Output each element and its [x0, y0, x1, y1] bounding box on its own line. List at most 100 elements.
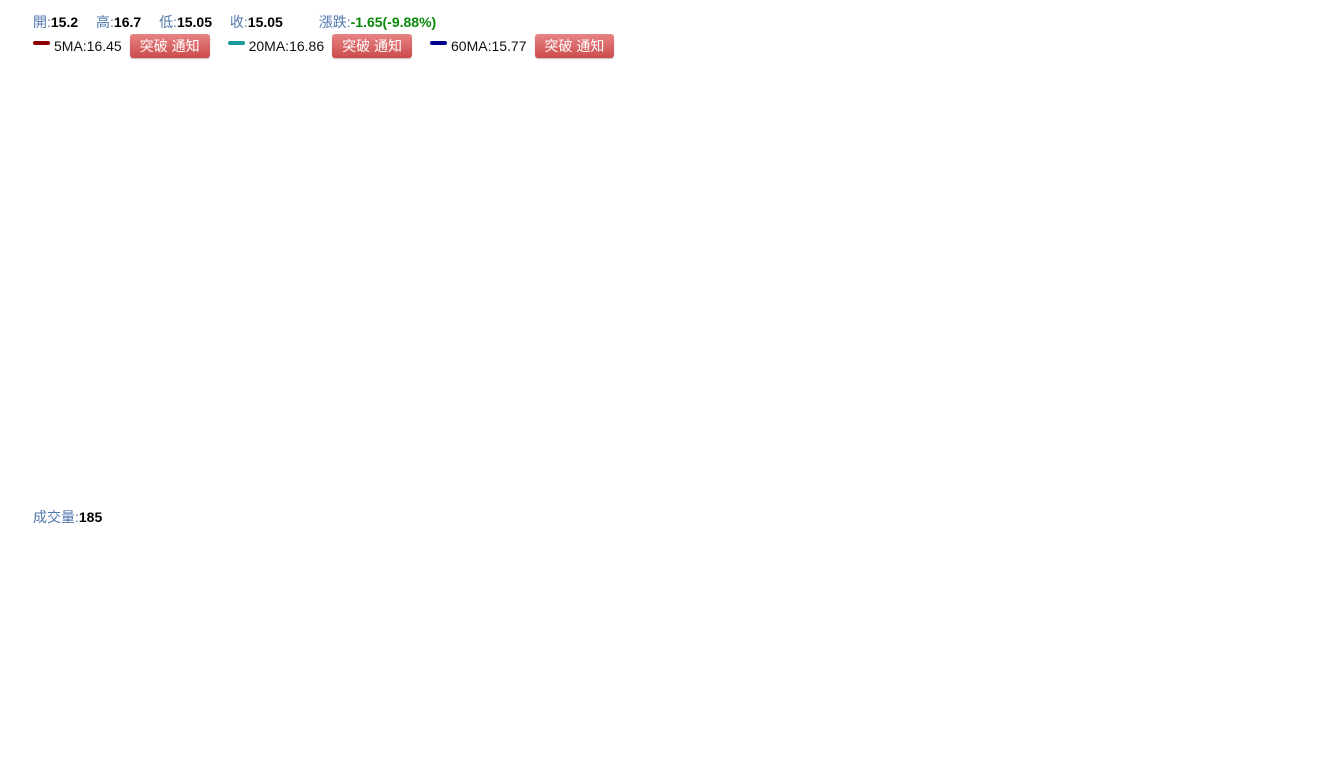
- candle: [348, 273, 358, 290]
- candle: [712, 308, 722, 350]
- volume-bar: [148, 715, 155, 752]
- candle-body: [423, 318, 433, 338]
- candle-body: [159, 239, 169, 247]
- volume-bar: [1104, 747, 1111, 752]
- volume-baseline-tick: [627, 751, 631, 752]
- price-tick-label: 16: [1307, 264, 1321, 279]
- volume-baseline-tick: [351, 751, 355, 752]
- ma60-breakout-alert-button[interactable]: 突破 通知: [534, 34, 615, 58]
- volume-bar: [1041, 736, 1048, 752]
- candle-body: [750, 347, 760, 350]
- volume-bar: [814, 747, 821, 752]
- volume-baseline-tick: [112, 751, 116, 752]
- volume-baseline-tick: [766, 751, 770, 752]
- volume-baseline-tick: [225, 751, 229, 752]
- candle: [612, 422, 622, 425]
- price-tick-label: 18: [1307, 159, 1321, 174]
- quote-summary: 開:15.2 高:16.7 低:15.05 收:15.05 漲跌:-1.65(-…: [33, 12, 450, 32]
- candle-body: [964, 131, 974, 168]
- volume-baseline-tick: [992, 751, 996, 752]
- volume-bar: [613, 749, 620, 752]
- high-label: 高:: [96, 14, 114, 30]
- price-tick-label: 12: [1307, 472, 1321, 487]
- candle-body: [247, 222, 257, 226]
- candle: [1152, 208, 1162, 294]
- candle-body: [838, 323, 848, 338]
- candle-body: [587, 414, 597, 419]
- candle-body: [486, 357, 496, 369]
- candle: [637, 359, 647, 375]
- candle: [1228, 228, 1238, 231]
- candle-body: [1089, 198, 1099, 210]
- volume-header: 成交量:185: [33, 507, 102, 527]
- volume-bar: [739, 747, 746, 752]
- volume-bar: [701, 732, 708, 752]
- candle: [1127, 196, 1137, 235]
- volume-bar: [689, 746, 696, 752]
- candle: [247, 222, 257, 226]
- volume-bar: [475, 733, 482, 752]
- volume-bar: [965, 724, 972, 752]
- ma5-breakout-alert-button[interactable]: 突破 通知: [129, 34, 210, 58]
- volume-baseline-tick: [1256, 751, 1260, 752]
- ma60-swatch: [430, 41, 447, 45]
- candle-body: [1102, 219, 1112, 223]
- volume-baseline-tick: [238, 751, 242, 752]
- candle-body: [436, 326, 446, 338]
- candle-body: [1064, 224, 1074, 228]
- volume-bar: [324, 746, 331, 752]
- volume-baseline-tick: [489, 751, 493, 752]
- volume-baseline-tick: [1155, 751, 1159, 752]
- volume-baseline-tick: [967, 751, 971, 752]
- candle: [750, 347, 760, 374]
- volume-baseline-tick: [1042, 751, 1046, 752]
- candle-body: [813, 339, 823, 342]
- candle-body: [1240, 229, 1250, 234]
- volume-baseline-tick: [502, 751, 506, 752]
- candle-body: [461, 337, 471, 356]
- candle-body: [725, 367, 735, 379]
- volume-tick-label: 0: [1307, 745, 1314, 760]
- volume-baseline-tick: [828, 751, 832, 752]
- candle-body: [59, 188, 69, 231]
- candle: [298, 253, 308, 286]
- candle: [461, 334, 471, 365]
- volume-bars: [23, 558, 1274, 752]
- candle-body: [398, 308, 408, 317]
- change-label: 漲跌:: [318, 14, 351, 30]
- volume-baseline-tick: [414, 751, 418, 752]
- volume-bar: [1154, 737, 1161, 752]
- candle-body: [939, 117, 949, 159]
- volume-bar: [249, 749, 256, 752]
- volume-baseline-tick: [1180, 751, 1184, 752]
- candles: [21, 117, 1275, 447]
- candle-body: [574, 418, 584, 447]
- candle-body: [411, 316, 421, 320]
- candle-body: [775, 337, 785, 345]
- candle: [763, 347, 773, 350]
- volume-baseline-tick: [62, 751, 66, 752]
- candle: [1102, 219, 1112, 233]
- volume-bar: [23, 724, 29, 752]
- candle: [1177, 222, 1187, 225]
- volume-baseline-tick: [514, 751, 518, 752]
- volume-baseline-tick: [678, 751, 682, 752]
- candle: [800, 323, 810, 361]
- candle: [134, 234, 144, 237]
- candle: [386, 283, 396, 312]
- volume-bar: [211, 743, 218, 752]
- candle: [1027, 193, 1037, 228]
- candle-body: [888, 243, 898, 322]
- volume-bar: [940, 724, 947, 752]
- candle: [725, 347, 735, 379]
- high-value: 16.7: [113, 14, 142, 30]
- candle: [989, 170, 999, 196]
- volume-baseline-tick: [401, 751, 405, 752]
- candle-body: [662, 349, 672, 354]
- volume-bar: [676, 736, 683, 752]
- volume-bar: [789, 731, 796, 752]
- candle: [524, 347, 534, 369]
- ma20-breakout-alert-button[interactable]: 突破 通知: [332, 34, 412, 58]
- volume-tick-label: 200: [1307, 536, 1329, 551]
- volume-bar: [488, 699, 495, 752]
